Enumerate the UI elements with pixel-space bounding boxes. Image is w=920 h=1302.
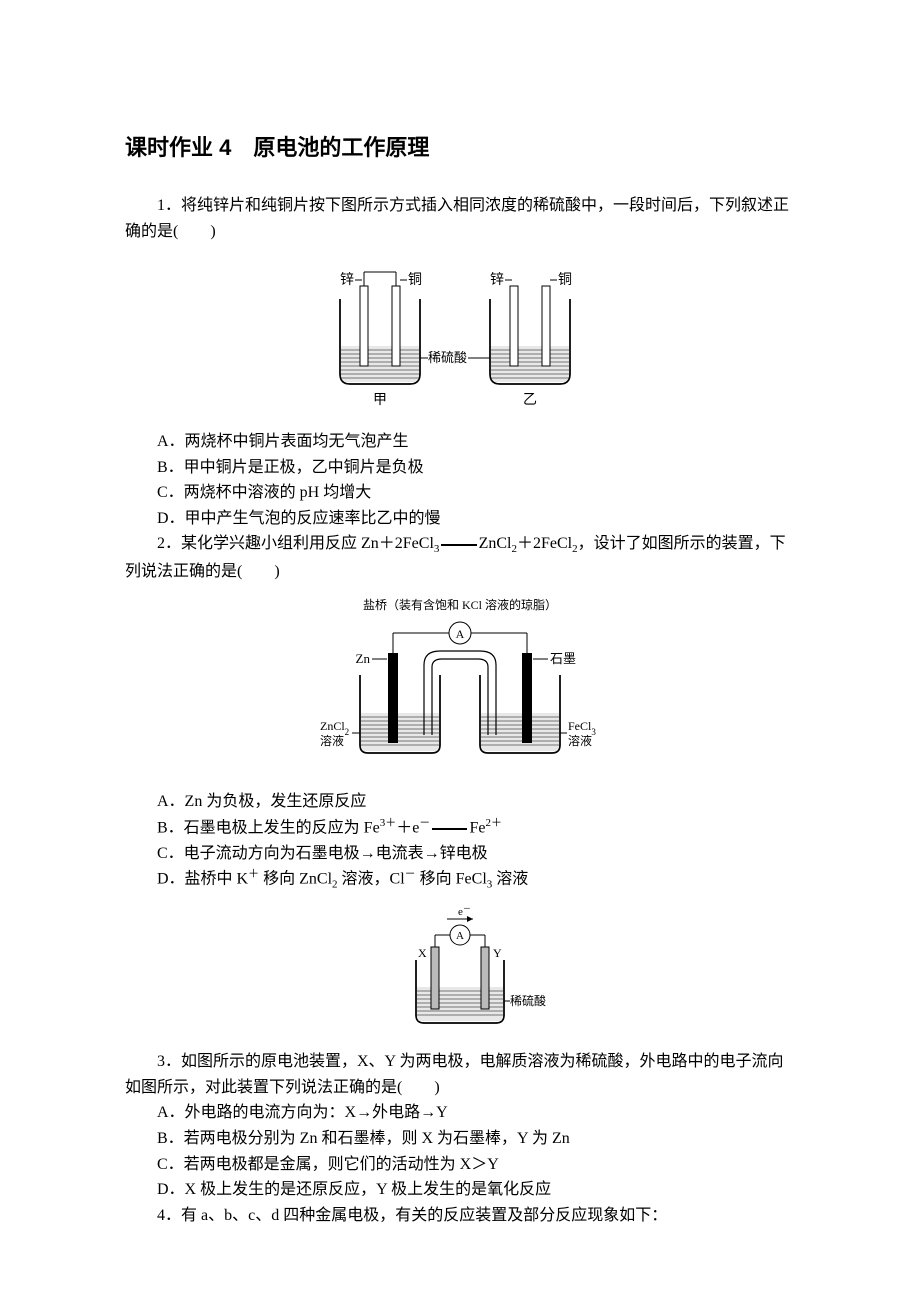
svg-text:甲: 甲	[373, 393, 387, 408]
q1-opt-d: D．甲中产生气泡的反应速率比乙中的慢	[125, 506, 795, 532]
svg-text:盐桥（装有含饱和 KCl 溶液的琼脂）: 盐桥（装有含饱和 KCl 溶液的琼脂）	[363, 597, 557, 612]
q1-opt-b: B．甲中铜片是正极，乙中铜片是负极	[125, 455, 795, 481]
svg-text:锌: 锌	[340, 272, 354, 288]
svg-text:e－: e－	[458, 905, 471, 918]
q1-stem: 1．将纯锌片和纯铜片按下图所示方式插入相同浓度的稀硫酸中，一段时间后，下列叙述正…	[125, 193, 795, 244]
q2-opt-a: A．Zn 为负极，发生还原反应	[125, 789, 795, 815]
svg-text:稀硫酸: 稀硫酸	[510, 993, 546, 1008]
q4-stem: 4．有 a、b、c、d 四种金属电极，有关的反应装置及部分反应现象如下：	[125, 1203, 795, 1229]
q2-figure: 盐桥（装有含饱和 KCl 溶液的琼脂） A Zn	[125, 595, 795, 784]
q3-stem: 3．如图所示的原电池装置，X、Y 为两电极，电解质溶液为稀硫酸，外电路中的电子流…	[125, 1049, 795, 1100]
svg-text:A: A	[456, 627, 465, 641]
svg-text:Y: Y	[493, 946, 502, 960]
q3-opt-a: A．外电路的电流方向为：X→外电路→Y	[125, 1100, 795, 1126]
q2-opt-d: D．盐桥中 K＋ 移向 ZnCl2 溶液，Cl－ 移向 FeCl3 溶液	[125, 866, 795, 894]
q2-stem: 2．某化学兴趣小组利用反应 Zn＋2FeCl3ZnCl2＋2FeCl2，设计了如…	[125, 531, 795, 584]
svg-text:铜: 铜	[408, 272, 422, 288]
page: 课时作业 4 原电池的工作原理 1．将纯锌片和纯铜片按下图所示方式插入相同浓度的…	[0, 0, 920, 1302]
svg-text:X: X	[418, 946, 427, 960]
svg-text:乙: 乙	[523, 392, 537, 408]
svg-text:铜: 铜	[558, 272, 572, 288]
svg-text:稀硫酸: 稀硫酸	[428, 350, 467, 365]
q3-figure: e－ A X Y	[125, 905, 795, 1044]
svg-text:A: A	[456, 930, 464, 942]
q3-opt-d: D．X 极上发生的是还原反应，Y 极上发生的是氧化反应	[125, 1177, 795, 1203]
title: 课时作业 4 原电池的工作原理	[125, 130, 795, 165]
q1-opt-c: C．两烧杯中溶液的 pH 均增大	[125, 480, 795, 506]
q1-figure: 锌 铜 甲 锌 铜	[125, 254, 795, 423]
q2-opt-c: C．电子流动方向为石墨电极→电流表→锌电极	[125, 841, 795, 867]
svg-text:锌: 锌	[490, 272, 504, 288]
q3-opt-c: C．若两电极都是金属，则它们的活动性为 X＞Y	[125, 1152, 795, 1178]
svg-text:Zn: Zn	[356, 651, 371, 666]
svg-text:溶液: 溶液	[568, 733, 592, 748]
q1-opt-a: A．两烧杯中铜片表面均无气泡产生	[125, 429, 795, 455]
svg-text:溶液: 溶液	[320, 733, 344, 748]
q2-opt-b: B．石墨电极上发生的反应为 Fe3＋＋e－Fe2＋	[125, 815, 795, 841]
q3-opt-b: B．若两电极分别为 Zn 和石墨棒，则 X 为石墨棒，Y 为 Zn	[125, 1126, 795, 1152]
svg-text:石墨: 石墨	[550, 651, 576, 666]
